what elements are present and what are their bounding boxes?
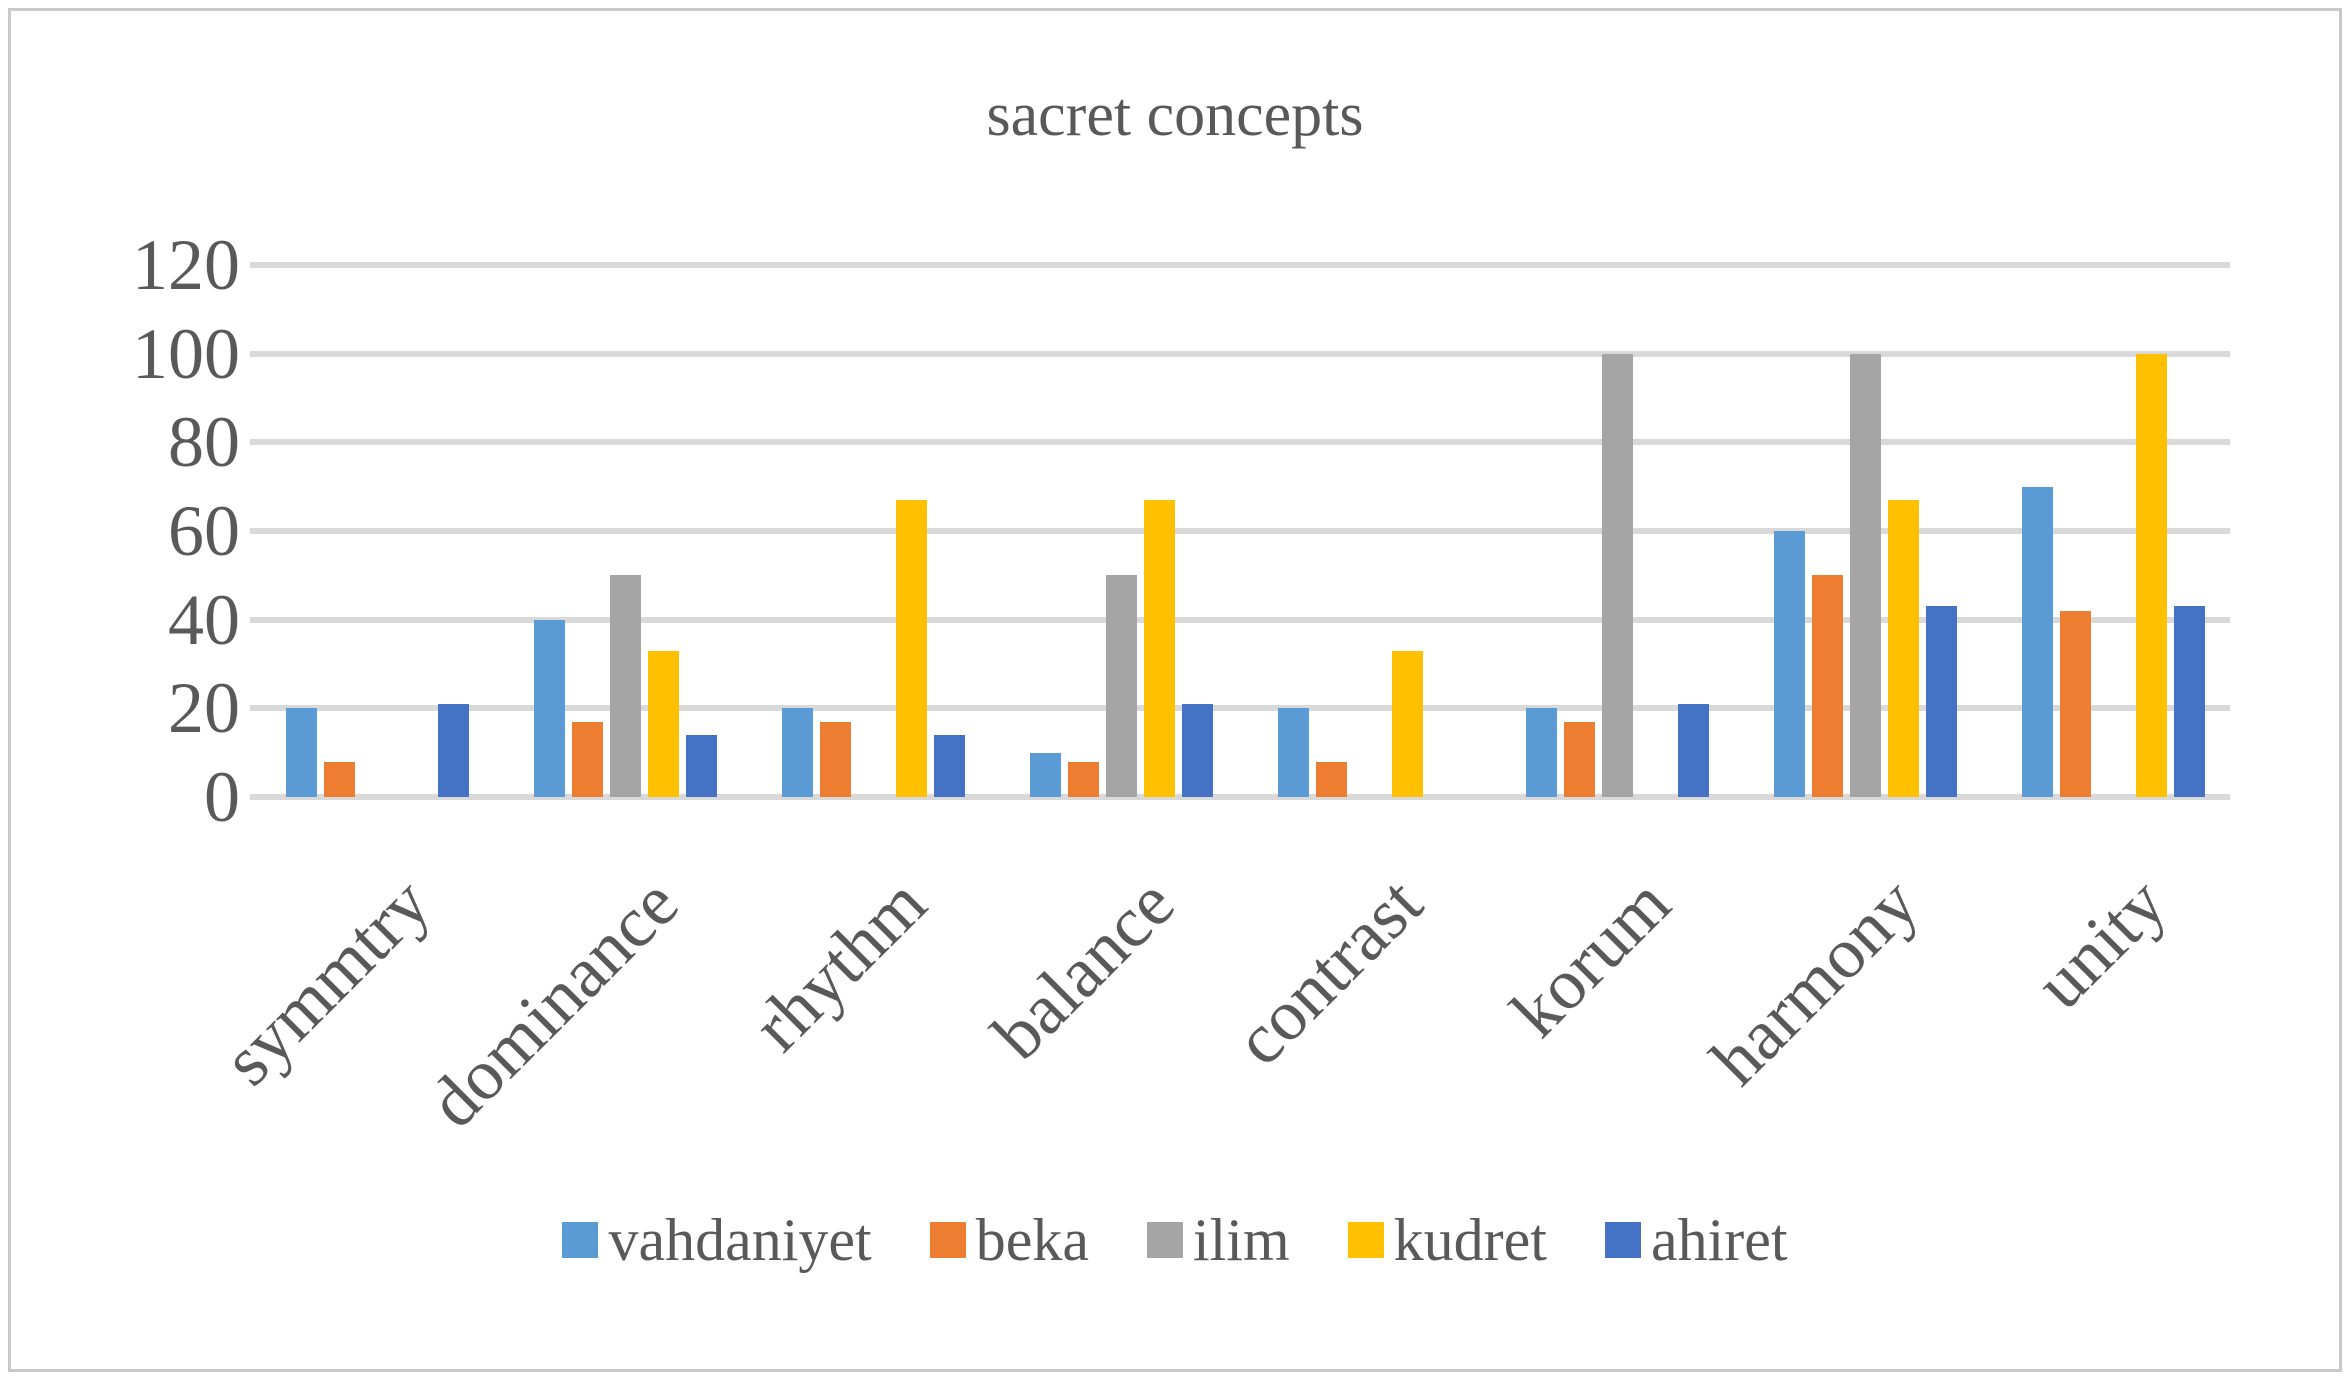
bar [648,651,679,797]
bar [2136,354,2167,797]
legend: vahdaniyet beka ilim kudret ahiret [0,1205,2350,1275]
bar [610,575,641,797]
y-tick-label: 100 [132,313,240,394]
plot-area [250,262,2230,800]
bar [1392,651,1423,797]
gridline [250,705,2230,712]
bar [1144,500,1175,797]
y-tick-label: 80 [168,402,240,483]
bar [1774,531,1805,797]
legend-item: beka [929,1205,1089,1275]
gridline [250,439,2230,446]
legend-item: vahdaniyet [562,1205,872,1275]
bar [286,708,317,797]
gridline [250,794,2230,800]
bar [1926,606,1957,797]
bar [1030,753,1061,797]
bar [1564,722,1595,797]
bar-group [534,265,717,797]
chart-frame [8,8,2342,1372]
bar [1888,500,1919,797]
bar [1850,354,1881,797]
bar [2174,606,2205,797]
legend-label: vahdaniyet [608,1207,872,1273]
bar [324,762,355,797]
bar-group [2022,265,2205,797]
legend-label: kudret [1393,1207,1547,1273]
chart-title: sacret concepts [986,81,1364,149]
bar [1678,704,1709,797]
legend-label: ilim [1192,1207,1290,1273]
bar [1278,708,1309,797]
bar-group [1278,265,1461,797]
bar-group [1526,265,1709,797]
bar [934,735,965,797]
legend-item: ilim [1146,1205,1290,1275]
legend-swatch [1347,1222,1384,1258]
bar [1182,704,1213,797]
gridline [250,616,2230,623]
legend-item: kudret [1347,1205,1547,1275]
bar [2060,611,2091,797]
bar [438,704,469,797]
y-tick-label: 60 [168,491,240,571]
legend-swatch [562,1222,599,1258]
bar [1068,762,1099,797]
bar-group [782,265,965,797]
y-tick-label: 120 [132,225,240,305]
bar [820,722,851,797]
bar [1602,354,1633,797]
gridline [250,262,2230,268]
y-tick-label: 0 [204,757,240,837]
legend-label: ahiret [1650,1207,1788,1273]
gridline [250,350,2230,357]
bar [782,708,813,797]
legend-swatch [1146,1222,1183,1258]
bar [2022,487,2053,797]
legend-swatch [1604,1222,1641,1258]
y-tick-label: 40 [168,579,240,660]
bar [686,735,717,797]
bar-group [286,265,469,797]
bar [572,722,603,797]
bar-group [1774,265,1957,797]
legend-item: ahiret [1604,1205,1788,1275]
bar [534,620,565,797]
legend-swatch [929,1222,966,1258]
bar [1106,575,1137,797]
bar [1526,708,1557,797]
bar [1316,762,1347,797]
bar [1812,575,1843,797]
bar-group [1030,265,1213,797]
gridline [250,528,2230,534]
legend-label: beka [975,1207,1089,1273]
bar [896,500,927,797]
y-tick-label: 20 [168,668,240,749]
